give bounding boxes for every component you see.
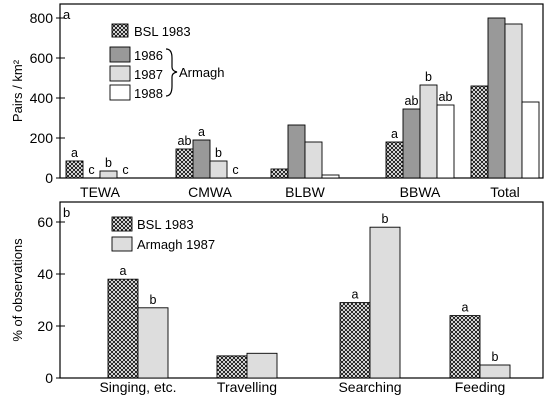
significance-letter: a	[352, 288, 359, 302]
significance-letter: b	[492, 350, 499, 364]
category-label: BLBW	[285, 184, 325, 200]
bar-bsl-1983	[107, 278, 139, 379]
y-tick-label: 0	[45, 370, 53, 386]
significance-letter: c	[232, 163, 238, 177]
legend-group-label: Armagh	[179, 65, 225, 80]
bar-1986	[287, 124, 306, 179]
legend-label: 1986	[134, 48, 163, 63]
legend-label: 1988	[134, 86, 163, 101]
legend-brace	[165, 48, 178, 97]
bar-bsl-1983	[65, 160, 84, 179]
panel-letter: a	[63, 7, 71, 22]
significance-letter: ab	[439, 90, 453, 104]
legend-swatch	[111, 23, 129, 38]
bar-armagh-1987	[246, 352, 278, 379]
y-tick-label: 200	[30, 130, 54, 146]
category-label: Feeding	[455, 379, 506, 395]
significance-letter: b	[382, 212, 389, 226]
panel-letter: b	[63, 205, 70, 220]
legend-label: 1987	[134, 67, 163, 82]
bar-1987	[419, 84, 438, 179]
significance-letter: b	[150, 293, 157, 307]
bar-bsl-1983	[449, 315, 481, 379]
y-tick-label: 800	[30, 10, 54, 26]
y-axis-title: % of observations	[10, 238, 25, 342]
significance-letter: ab	[178, 134, 192, 148]
legend-label: BSL 1983	[137, 217, 194, 232]
legend-label: BSL 1983	[134, 24, 191, 39]
bar-bsl-1983	[175, 148, 194, 179]
significance-letter: ab	[405, 94, 419, 108]
significance-letter: b	[105, 156, 112, 170]
significance-letter: a	[462, 301, 469, 315]
y-tick-label: 0	[45, 170, 53, 186]
bar-armagh-1987	[479, 364, 511, 379]
y-tick-label: 400	[30, 90, 54, 106]
category-label: Travelling	[217, 379, 277, 395]
bar-1988	[521, 101, 540, 179]
bar-bsl-1983	[270, 168, 289, 179]
significance-letter: c	[122, 163, 128, 177]
bar-1988	[436, 104, 455, 179]
bar-1986	[402, 108, 421, 179]
bar-bsl-1983	[216, 355, 248, 379]
bar-1987	[99, 170, 118, 179]
significance-letter: b	[215, 146, 222, 160]
significance-letter: b	[425, 70, 432, 84]
bar-1987	[304, 141, 323, 179]
bar-1987	[504, 23, 523, 179]
bar-armagh-1987	[369, 226, 401, 379]
bar-1987	[209, 160, 228, 179]
category-label: CMWA	[188, 184, 232, 200]
legend-swatch	[109, 46, 131, 63]
category-label: TEWA	[80, 184, 121, 200]
category-label: Searching	[338, 379, 401, 395]
bar-1986	[192, 139, 211, 179]
legend-swatch	[109, 84, 131, 101]
significance-letter: c	[88, 163, 94, 177]
category-label: BBWA	[400, 184, 441, 200]
bar-bsl-1983	[470, 85, 489, 179]
category-label: Total	[490, 184, 520, 200]
legend-swatch	[111, 216, 133, 232]
category-label: Singing, etc.	[99, 379, 176, 395]
bar-bsl-1983	[385, 141, 404, 179]
legend-swatch	[109, 65, 131, 82]
bar-bsl-1983	[339, 302, 371, 379]
y-tick-label: 40	[37, 266, 53, 282]
significance-letter: a	[198, 125, 205, 139]
significance-letter: a	[391, 127, 398, 141]
legend-label: Armagh 1987	[137, 237, 215, 252]
legend-swatch	[111, 236, 133, 252]
y-tick-label: 20	[37, 318, 53, 334]
bar-1988	[321, 174, 340, 179]
bar-armagh-1987	[137, 307, 169, 379]
y-axis-title: Pairs / km²	[10, 59, 25, 122]
panel-frame	[59, 201, 544, 379]
panel-b: 0 20 40 60 % of observations b Singing, etc. a b…	[10, 201, 544, 395]
significance-letter: a	[120, 264, 127, 278]
y-tick-label: 60	[37, 214, 53, 230]
y-tick-label: 600	[30, 50, 54, 66]
significance-letter: a	[71, 146, 78, 160]
bar-1986	[487, 17, 506, 179]
